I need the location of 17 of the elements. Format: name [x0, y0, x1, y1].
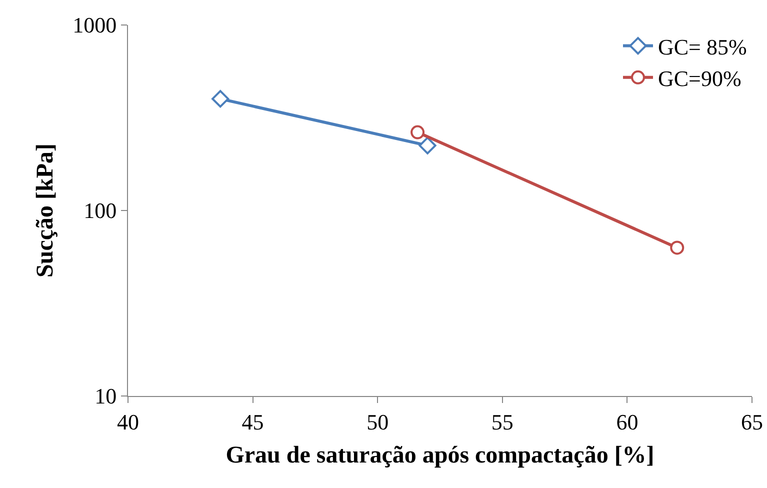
point	[418, 136, 436, 154]
x-axis-title: Grau de saturação após compactação [%]	[226, 442, 654, 469]
x-tick-label: 65	[741, 409, 763, 434]
point	[212, 90, 230, 108]
y-tick-label: 10	[94, 384, 117, 409]
x-tick-label: 60	[616, 409, 638, 434]
point	[670, 240, 684, 255]
legend-label: GC=90%	[658, 66, 742, 91]
x-tick-label: 40	[117, 409, 139, 434]
y-axis-title: Sucção [kPa]	[32, 144, 59, 278]
point	[410, 125, 425, 140]
x-tick-label: 50	[366, 409, 389, 434]
x-tick-label: 45	[242, 409, 264, 434]
x-tick-label: 55	[491, 409, 514, 434]
y-tick-label: 100	[84, 198, 117, 224]
legend-label: GC= 85%	[658, 34, 747, 60]
y-tick-label: 1000	[72, 12, 117, 38]
